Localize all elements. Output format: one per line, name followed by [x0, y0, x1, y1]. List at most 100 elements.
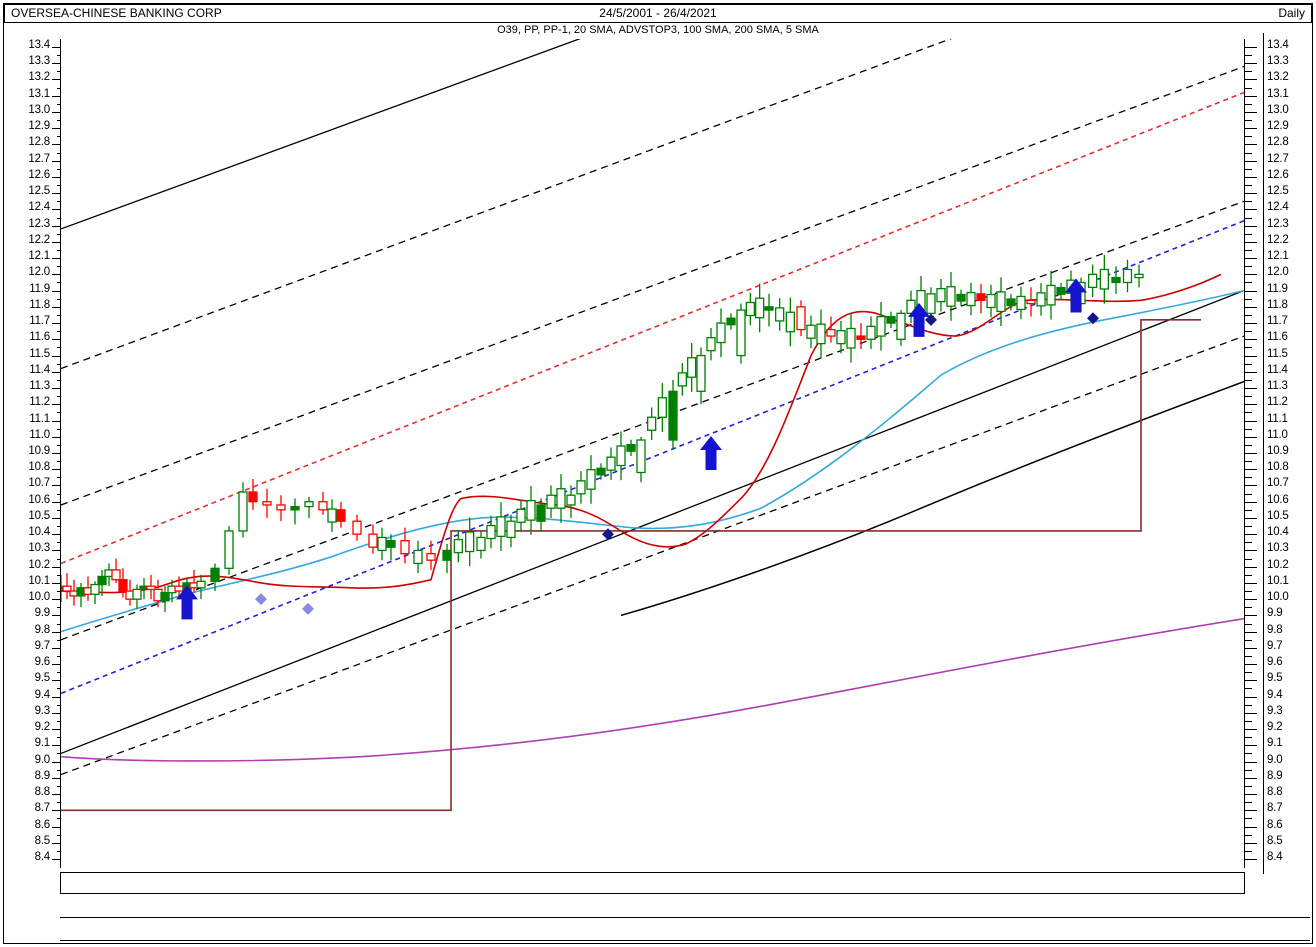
price-tick-mark-right [1245, 729, 1257, 731]
price-tick-label-left: 8.4 [34, 851, 51, 863]
price-tick-mark-right-minor [1245, 672, 1252, 674]
horizontal-scrollbar[interactable] [60, 872, 1245, 894]
price-tick-mark-right [1245, 95, 1257, 97]
price-tick-mark-right [1245, 485, 1257, 487]
price-tick-label-right: 11.7 [1267, 315, 1288, 328]
candle-body [386, 540, 396, 548]
price-tick-mark-right-minor [1245, 136, 1252, 138]
candle-body [687, 357, 697, 378]
price-tick-label-left: 12.1 [28, 250, 50, 263]
candle-body [976, 293, 986, 301]
candle-body [262, 501, 272, 506]
candle-body [1026, 299, 1036, 305]
candle-body [886, 315, 896, 324]
price-tick-mark-right [1245, 193, 1257, 195]
price-tick-label-left: 9.6 [34, 656, 51, 669]
price-tick-mark-right-minor [1245, 574, 1252, 576]
price-tick-mark-left-minor [57, 428, 62, 430]
price-tick-label-right: 12.9 [1267, 120, 1289, 133]
candle-body [706, 337, 716, 352]
candle-body [726, 317, 736, 326]
candle-body [1006, 298, 1016, 307]
price-tick-mark-right [1245, 550, 1257, 552]
price-tick-label-right: 9.1 [1267, 737, 1283, 750]
buy-arrow-icon [908, 302, 930, 337]
date-axis [60, 894, 1310, 941]
price-tick-mark-right [1245, 258, 1257, 260]
price-chart-plot[interactable] [60, 39, 1245, 868]
price-tick-mark-left-minor [57, 526, 62, 528]
candle-body [486, 524, 496, 540]
price-tick-mark-left [52, 501, 62, 503]
price-tick-mark-left [52, 729, 62, 731]
candle-body [118, 579, 128, 592]
price-tick-mark-right-minor [1245, 217, 1252, 219]
price-tick-mark-left-minor [57, 168, 62, 170]
price-tick-mark-left-minor [57, 412, 62, 414]
price-tick-label-right: 11.3 [1267, 380, 1288, 393]
price-tick-mark-left [52, 777, 62, 779]
price-tick-label-left: 12.8 [28, 136, 50, 149]
trade-diamond-icon [302, 602, 314, 615]
candle-body [476, 536, 486, 552]
pp-channel-solid-mid [61, 289, 1244, 755]
price-tick-label-left: 11.1 [29, 412, 50, 425]
price-tick-mark-right [1245, 566, 1257, 568]
price-tick-mark-left-minor [57, 217, 62, 219]
price-tick-label-left: 9.4 [34, 688, 51, 701]
price-tick-mark-left [52, 420, 62, 422]
price-tick-label-left: 10.9 [28, 445, 50, 457]
candle-body [668, 390, 678, 441]
price-tick-mark-right [1245, 826, 1257, 828]
price-tick-mark-left-minor [57, 55, 62, 57]
price-tick-mark-left [52, 696, 62, 698]
candle-body [90, 583, 100, 595]
price-tick-label-right: 10.5 [1267, 509, 1289, 522]
price-tick-mark-right [1245, 469, 1257, 471]
price-tick-mark-right-minor [1245, 493, 1252, 495]
candle-body [413, 549, 423, 565]
candle-body [785, 311, 795, 333]
price-tick-label-left: 9.1 [34, 737, 51, 750]
price-tick-mark-right-minor [1245, 363, 1252, 365]
trade-diamond-icon [602, 528, 614, 541]
price-tick-label-right: 9.7 [1267, 639, 1283, 652]
buy-arrow-icon [176, 585, 198, 620]
price-tick-label-left: 11.4 [29, 363, 50, 376]
candle-body [536, 504, 546, 522]
candle-body [526, 499, 536, 521]
candle-body [318, 501, 328, 511]
price-tick-mark-left [52, 209, 62, 211]
price-tick-mark-left-minor [57, 87, 62, 89]
price-tick-mark-right [1245, 599, 1257, 601]
price-tick-mark-right [1245, 420, 1257, 422]
price-tick-mark-right-minor [1245, 412, 1252, 414]
price-tick-mark-right-minor [1245, 266, 1252, 268]
price-tick-label-left: 8.8 [34, 786, 51, 799]
price-tick-mark-left-minor [57, 704, 62, 706]
price-tick-mark-left-minor [57, 769, 62, 771]
candlestick-series [61, 254, 1144, 613]
price-tick-label-left: 13.3 [28, 55, 50, 68]
price-tick-label-left: 11.0 [29, 428, 50, 441]
pp-channel-solid-top [61, 39, 581, 230]
price-tick-label-left: 13.1 [28, 87, 50, 100]
price-tick-label-right: 10.3 [1267, 542, 1289, 555]
price-tick-mark-left [52, 517, 62, 519]
price-tick-label-left: 11.8 [29, 298, 50, 311]
price-tick-mark-right [1245, 517, 1257, 519]
price-tick-mark-right [1245, 436, 1257, 438]
price-tick-label-left: 13.0 [28, 103, 50, 116]
candle-body [764, 306, 774, 311]
price-tick-mark-left-minor [57, 558, 62, 560]
buy-arrow-icon [700, 436, 722, 471]
price-tick-mark-right-minor [1245, 802, 1252, 804]
candle-body [596, 467, 606, 476]
price-tick-mark-right-minor [1245, 509, 1252, 511]
candle-body [966, 291, 976, 307]
date-axis-days [60, 894, 1310, 918]
candle-body [745, 301, 755, 317]
candle-body [696, 354, 706, 392]
price-tick-mark-left [52, 436, 62, 438]
candle-body [506, 520, 516, 539]
